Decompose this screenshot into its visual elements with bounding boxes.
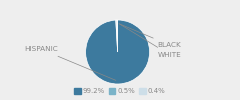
- Text: BLACK: BLACK: [119, 24, 181, 48]
- Text: HISPANIC: HISPANIC: [25, 46, 116, 80]
- Text: WHITE: WHITE: [120, 24, 181, 58]
- Legend: 99.2%, 0.5%, 0.4%: 99.2%, 0.5%, 0.4%: [72, 85, 168, 97]
- Wedge shape: [116, 20, 118, 52]
- Wedge shape: [117, 20, 118, 52]
- Wedge shape: [86, 20, 150, 84]
